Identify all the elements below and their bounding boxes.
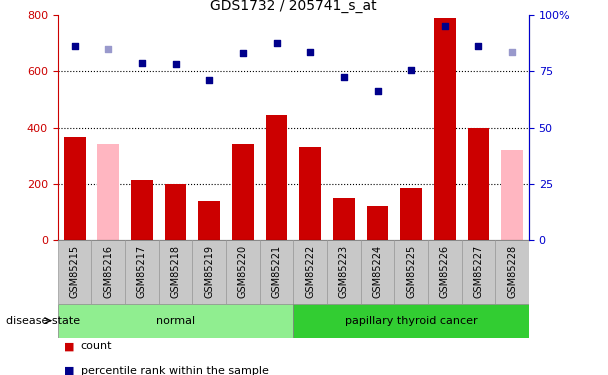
Text: count: count	[81, 341, 112, 351]
Bar	[367, 206, 389, 240]
Text: GSM85220: GSM85220	[238, 245, 248, 298]
Bar	[198, 201, 220, 240]
Text: disease state: disease state	[6, 316, 80, 326]
Bar	[327, 240, 361, 304]
Text: GSM85227: GSM85227	[474, 245, 483, 298]
Bar	[125, 240, 159, 304]
Text: GSM85219: GSM85219	[204, 245, 214, 298]
Point	[103, 46, 113, 52]
Bar	[361, 240, 395, 304]
Bar	[293, 304, 529, 338]
Text: GSM85226: GSM85226	[440, 245, 450, 298]
Text: GSM85228: GSM85228	[507, 245, 517, 298]
Text: normal: normal	[156, 316, 195, 326]
Bar	[333, 198, 355, 240]
Point	[440, 23, 450, 29]
Point	[305, 49, 315, 55]
Point	[507, 49, 517, 55]
Bar	[428, 240, 461, 304]
Bar	[232, 144, 254, 240]
Text: percentile rank within the sample: percentile rank within the sample	[81, 366, 269, 375]
Bar	[293, 240, 327, 304]
Text: ■: ■	[64, 341, 74, 351]
Bar	[501, 150, 523, 240]
Bar	[91, 240, 125, 304]
Point	[70, 43, 80, 49]
Bar	[97, 144, 119, 240]
Text: GSM85215: GSM85215	[69, 245, 80, 298]
Bar	[131, 180, 153, 240]
Text: GSM85222: GSM85222	[305, 245, 315, 298]
Text: GSM85225: GSM85225	[406, 245, 416, 298]
Point	[204, 77, 214, 83]
Text: papillary thyroid cancer: papillary thyroid cancer	[345, 316, 477, 326]
Point	[238, 50, 247, 56]
Bar	[266, 115, 288, 240]
Bar	[64, 137, 86, 240]
Bar	[165, 184, 187, 240]
Point	[406, 67, 416, 73]
Point	[474, 43, 483, 49]
Text: GSM85216: GSM85216	[103, 245, 113, 298]
Point	[137, 60, 147, 66]
Bar	[400, 188, 422, 240]
Bar	[58, 240, 91, 304]
Bar	[468, 128, 489, 240]
Bar	[299, 147, 321, 240]
Bar	[461, 240, 496, 304]
Bar	[395, 240, 428, 304]
Title: GDS1732 / 205741_s_at: GDS1732 / 205741_s_at	[210, 0, 377, 13]
Text: GSM85217: GSM85217	[137, 245, 147, 298]
Text: GSM85218: GSM85218	[171, 245, 181, 298]
Bar	[58, 304, 293, 338]
Bar	[260, 240, 293, 304]
Text: ■: ■	[64, 366, 74, 375]
Point	[339, 74, 349, 80]
Bar	[159, 240, 192, 304]
Bar	[496, 240, 529, 304]
Point	[171, 61, 181, 67]
Bar	[434, 18, 456, 240]
Bar	[192, 240, 226, 304]
Point	[272, 40, 282, 46]
Point	[373, 88, 382, 94]
Text: GSM85223: GSM85223	[339, 245, 349, 298]
Bar	[226, 240, 260, 304]
Text: GSM85224: GSM85224	[373, 245, 382, 298]
Text: GSM85221: GSM85221	[272, 245, 282, 298]
